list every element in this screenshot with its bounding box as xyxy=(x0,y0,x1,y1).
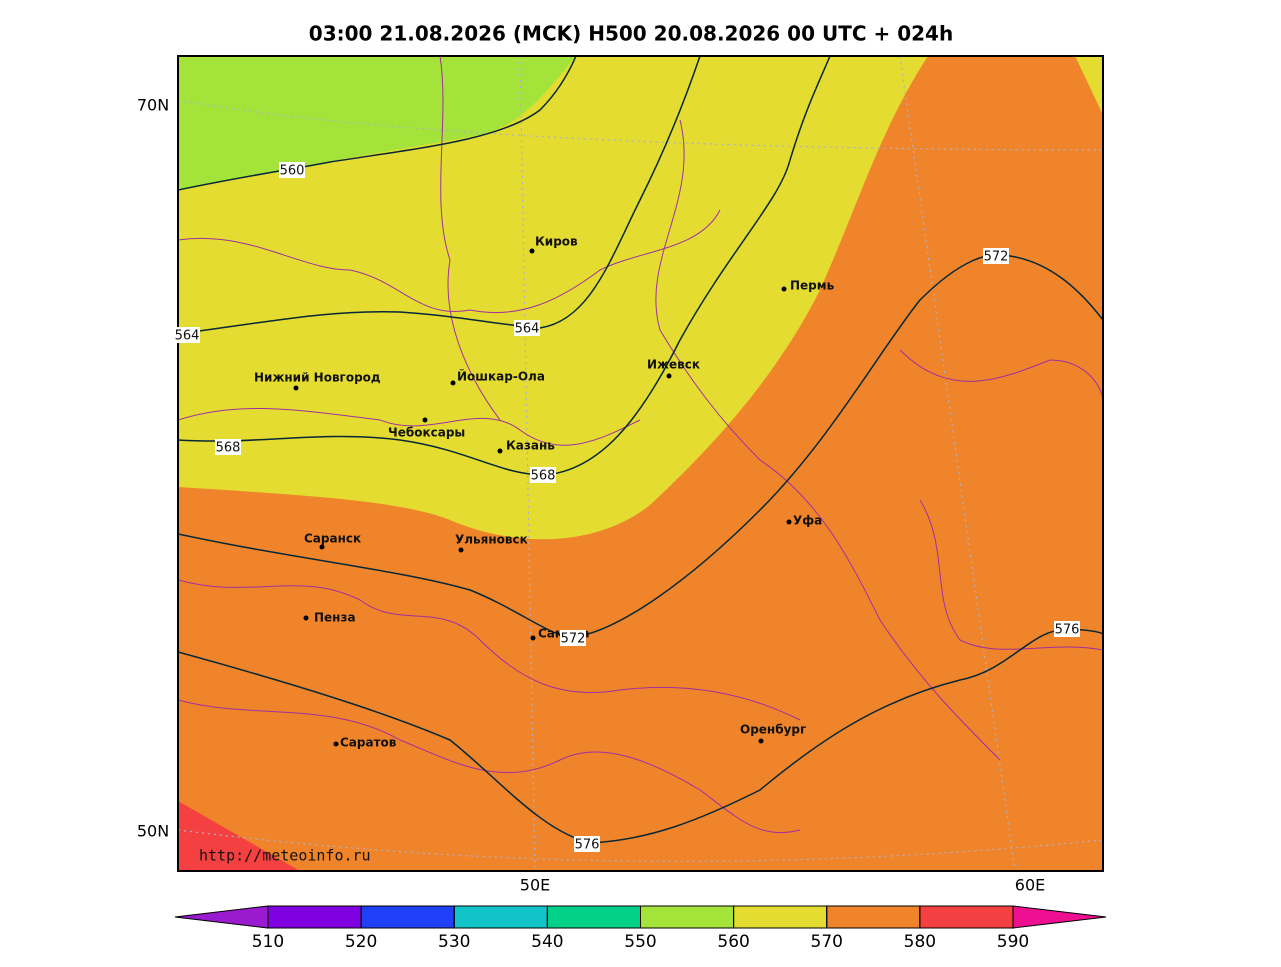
colorbar-tick-label: 560 xyxy=(717,932,749,952)
city-label: Нижний Новгород xyxy=(254,371,381,385)
map-area xyxy=(178,56,1103,871)
city-dot xyxy=(666,373,672,379)
colorbar-tick-label: 570 xyxy=(811,932,843,952)
city-dot xyxy=(781,286,787,292)
city-label: Пермь xyxy=(790,279,835,293)
contour-label: 560 xyxy=(280,164,305,179)
city-label: Пенза xyxy=(314,611,356,625)
city-dot xyxy=(786,519,792,525)
city-label: Оренбург xyxy=(740,723,806,737)
city-dot xyxy=(319,544,325,550)
colorbar-segment xyxy=(546,905,641,929)
title: 03:00 21.08.2026 (MCK) H500 20.08.2026 0… xyxy=(309,22,953,46)
city-label: Уфа xyxy=(793,514,822,528)
contour-label: 576 xyxy=(575,838,600,853)
colorbar-extend-high xyxy=(1012,905,1107,929)
colorbar-segment xyxy=(919,905,1014,929)
contour-label: 572 xyxy=(561,632,586,647)
map-frame xyxy=(177,55,1104,872)
contour-label-bg xyxy=(983,248,1009,264)
colorbar-segment xyxy=(733,905,828,929)
field-580 xyxy=(178,56,1103,871)
city-dot xyxy=(530,635,536,641)
colorbar-segment xyxy=(640,905,735,929)
contour-label-bg xyxy=(574,836,600,852)
lon-label: 60E xyxy=(1015,876,1045,895)
city-label: Саранск xyxy=(304,532,361,546)
lat-label: 70N xyxy=(137,96,169,115)
contour-label-bg xyxy=(1054,621,1080,637)
contour-label: 568 xyxy=(531,469,556,484)
lat-label: 50N xyxy=(137,822,169,841)
contour-label-bg xyxy=(530,467,556,483)
city-label: Чебоксары xyxy=(388,426,465,440)
contour-label: 568 xyxy=(216,441,241,456)
city-label: Казань xyxy=(506,439,555,453)
contour-label-bg xyxy=(514,320,540,336)
lon-label: 50E xyxy=(520,876,550,895)
city-dot xyxy=(458,547,464,553)
field-560 xyxy=(178,56,576,190)
colorbar-tick-label: 510 xyxy=(252,932,284,952)
colorbar-segment xyxy=(267,905,362,929)
colorbar: 510 520 530 540 550 560 570 580 590 xyxy=(174,905,1107,952)
city-dot xyxy=(758,738,764,744)
city-label: Йошкар-Ола xyxy=(457,369,545,384)
city-dot xyxy=(333,741,339,747)
colorbar-tick-label: 590 xyxy=(997,932,1029,952)
field-590 xyxy=(178,801,300,871)
colorbar-tick-label: 530 xyxy=(438,932,470,952)
city-label: Ижевск xyxy=(647,358,700,372)
colorbar-tick-label: 580 xyxy=(904,932,936,952)
contour-label: 564 xyxy=(515,322,540,337)
city-label: Саратов xyxy=(340,736,397,750)
city-dot xyxy=(303,615,309,621)
city-label: Киров xyxy=(535,235,578,249)
borders xyxy=(178,56,1103,834)
contour-label-bg xyxy=(215,439,241,455)
contour-label: 572 xyxy=(984,250,1009,265)
city-dot xyxy=(293,385,299,391)
colorbar-extend-low xyxy=(174,905,269,929)
source-url: http://meteoinfo.ru xyxy=(199,847,371,865)
colorbar-segment xyxy=(826,905,921,929)
city-label: Ульяновск xyxy=(455,533,528,547)
colorbar-tick-label: 550 xyxy=(624,932,656,952)
city-dot xyxy=(450,380,456,386)
colorbar-segment xyxy=(360,905,455,929)
contour-label-bg xyxy=(279,162,305,178)
contour-label: 576 xyxy=(1055,623,1080,638)
colorbar-segment xyxy=(453,905,548,929)
contour-label-bg xyxy=(174,327,200,343)
colorbar-tick-label: 540 xyxy=(531,932,563,952)
contour-label-bg xyxy=(560,630,586,646)
graticule xyxy=(178,56,1103,871)
city-dot xyxy=(529,248,535,254)
colorbar-tick-label: 520 xyxy=(345,932,377,952)
city-dot xyxy=(497,448,503,454)
city-dot xyxy=(422,417,428,423)
contour-label: 564 xyxy=(175,329,200,344)
